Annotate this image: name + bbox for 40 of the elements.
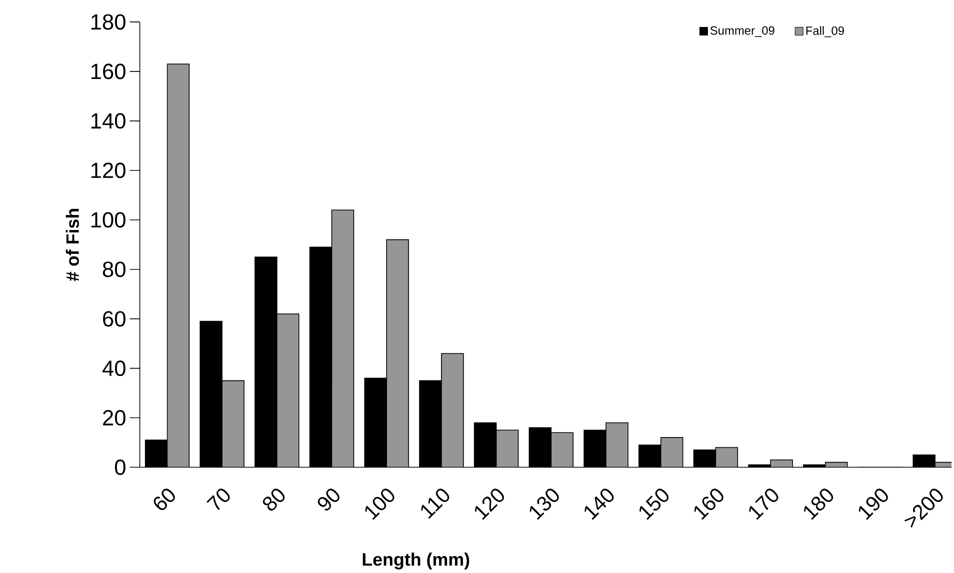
x-tick-label: 90 [318, 488, 340, 511]
x-tick-label: 170 [749, 488, 778, 520]
y-tick-label: 100 [91, 212, 126, 228]
x-tick-label: 70 [206, 488, 230, 510]
x-tick-label: 60 [154, 488, 175, 510]
x-tick-label: 130 [530, 488, 559, 520]
legend-label: Summer_09 [710, 26, 774, 38]
bar [551, 432, 574, 468]
x-tick-label: 80 [262, 488, 285, 511]
y-tick-label: 140 [91, 113, 126, 129]
bar [386, 240, 409, 468]
x-tick-label: 160 [694, 488, 724, 520]
x-tick-label: 150 [639, 488, 669, 520]
bar [332, 210, 354, 468]
bar [660, 438, 683, 468]
bar [770, 460, 792, 468]
bar [276, 314, 299, 468]
y-tick-label: 160 [91, 64, 126, 80]
y-tick-label: 40 [102, 360, 126, 376]
bar [606, 422, 628, 468]
y-tick-label: 60 [103, 311, 126, 327]
y-tick-label: 120 [91, 162, 126, 178]
bar [222, 380, 244, 468]
x-tick-label: 190 [858, 488, 888, 520]
bar [441, 354, 464, 468]
y-tick-label: 20 [103, 410, 126, 426]
bar [496, 430, 518, 468]
legend-label: Fall_09 [806, 26, 844, 38]
y-tick-label: 80 [102, 262, 126, 278]
x-tick-label: 140 [584, 488, 614, 520]
bar [716, 448, 738, 468]
x-axis-title: Length (mm) [362, 552, 470, 570]
x-tick-label: 180 [804, 488, 834, 520]
bar [167, 64, 190, 468]
y-tick-label: 0 [114, 460, 126, 476]
x-tick-label: 100 [365, 488, 394, 520]
x-tick-label: 110 [421, 488, 450, 519]
y-axis-title: # of Fish [66, 209, 79, 282]
x-tick-label: 120 [474, 488, 504, 520]
y-tick-label: 180 [91, 14, 126, 30]
